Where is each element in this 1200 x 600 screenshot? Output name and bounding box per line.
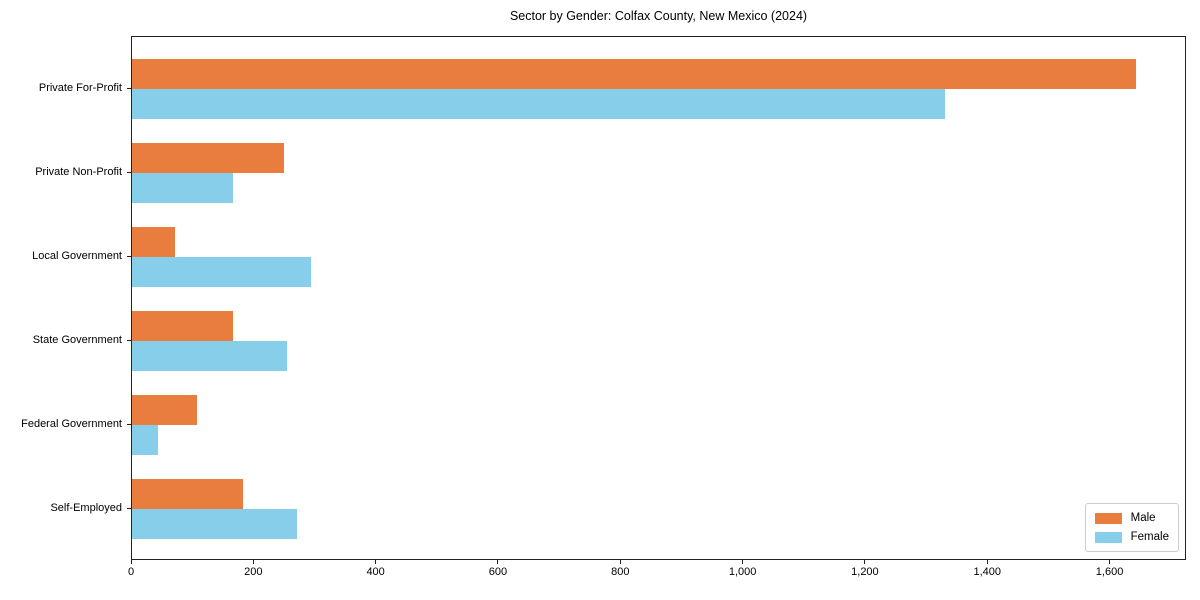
bar-male-state-government [132, 311, 233, 341]
xtick-label-800: 800 [611, 566, 630, 578]
xtick-label-1-200: 1,200 [851, 566, 879, 578]
legend: Male Female [1084, 503, 1179, 552]
plot-area: Male Female [131, 36, 1186, 560]
bar-female-self-employed [132, 509, 297, 539]
xtick-label-1-000: 1,000 [728, 566, 757, 578]
xtick-mark [497, 560, 499, 564]
chart-title: Sector by Gender: Colfax County, New Mex… [509, 9, 808, 23]
xtick-mark [1109, 560, 1111, 564]
ytick-label-private-for-profit: Private For-Profit [38, 82, 122, 94]
bar-female-federal-government [132, 425, 158, 455]
ytick-mark [127, 340, 131, 341]
xtick-mark [742, 560, 744, 564]
xtick-label-0: 0 [127, 566, 135, 578]
bar-female-private-non-profit [132, 173, 233, 203]
ytick-mark [127, 508, 131, 509]
legend-item-female: Female [1094, 531, 1169, 543]
xtick-mark [864, 560, 866, 564]
ytick-label-private-non-profit: Private Non-Profit [35, 166, 122, 178]
xtick-mark [619, 560, 621, 564]
xtick-mark [130, 560, 132, 564]
ytick-label-local-government: Local Government [32, 250, 122, 262]
bar-male-private-for-profit [132, 59, 1136, 89]
legend-item-male: Male [1094, 512, 1169, 524]
xtick-mark [375, 560, 377, 564]
legend-label-male: Male [1130, 512, 1156, 524]
legend-swatch-male [1094, 512, 1122, 524]
bar-male-private-non-profit [132, 143, 284, 173]
xtick-label-1-400: 1,400 [973, 566, 1001, 578]
xtick-mark [252, 560, 254, 564]
bar-male-federal-government [132, 395, 197, 425]
ytick-mark [127, 256, 131, 257]
bar-male-self-employed [132, 479, 243, 509]
bar-female-local-government [132, 257, 311, 287]
ytick-label-federal-government: Federal Government [21, 418, 122, 430]
ytick-mark [127, 88, 131, 89]
bar-female-private-for-profit [132, 89, 945, 119]
xtick-label-400: 400 [366, 566, 385, 578]
bar-male-local-government [132, 227, 175, 257]
ytick-mark [127, 424, 131, 425]
xtick-mark [986, 560, 988, 564]
xtick-label-1-600: 1,600 [1095, 566, 1124, 578]
ytick-label-self-employed: Self-Employed [50, 502, 122, 514]
ytick-mark [127, 172, 131, 173]
bar-female-state-government [132, 341, 287, 371]
xtick-label-200: 200 [244, 566, 263, 578]
xtick-label-600: 600 [488, 566, 508, 578]
legend-swatch-female [1094, 531, 1122, 543]
legend-label-female: Female [1130, 531, 1169, 543]
ytick-label-state-government: State Government [32, 334, 122, 346]
